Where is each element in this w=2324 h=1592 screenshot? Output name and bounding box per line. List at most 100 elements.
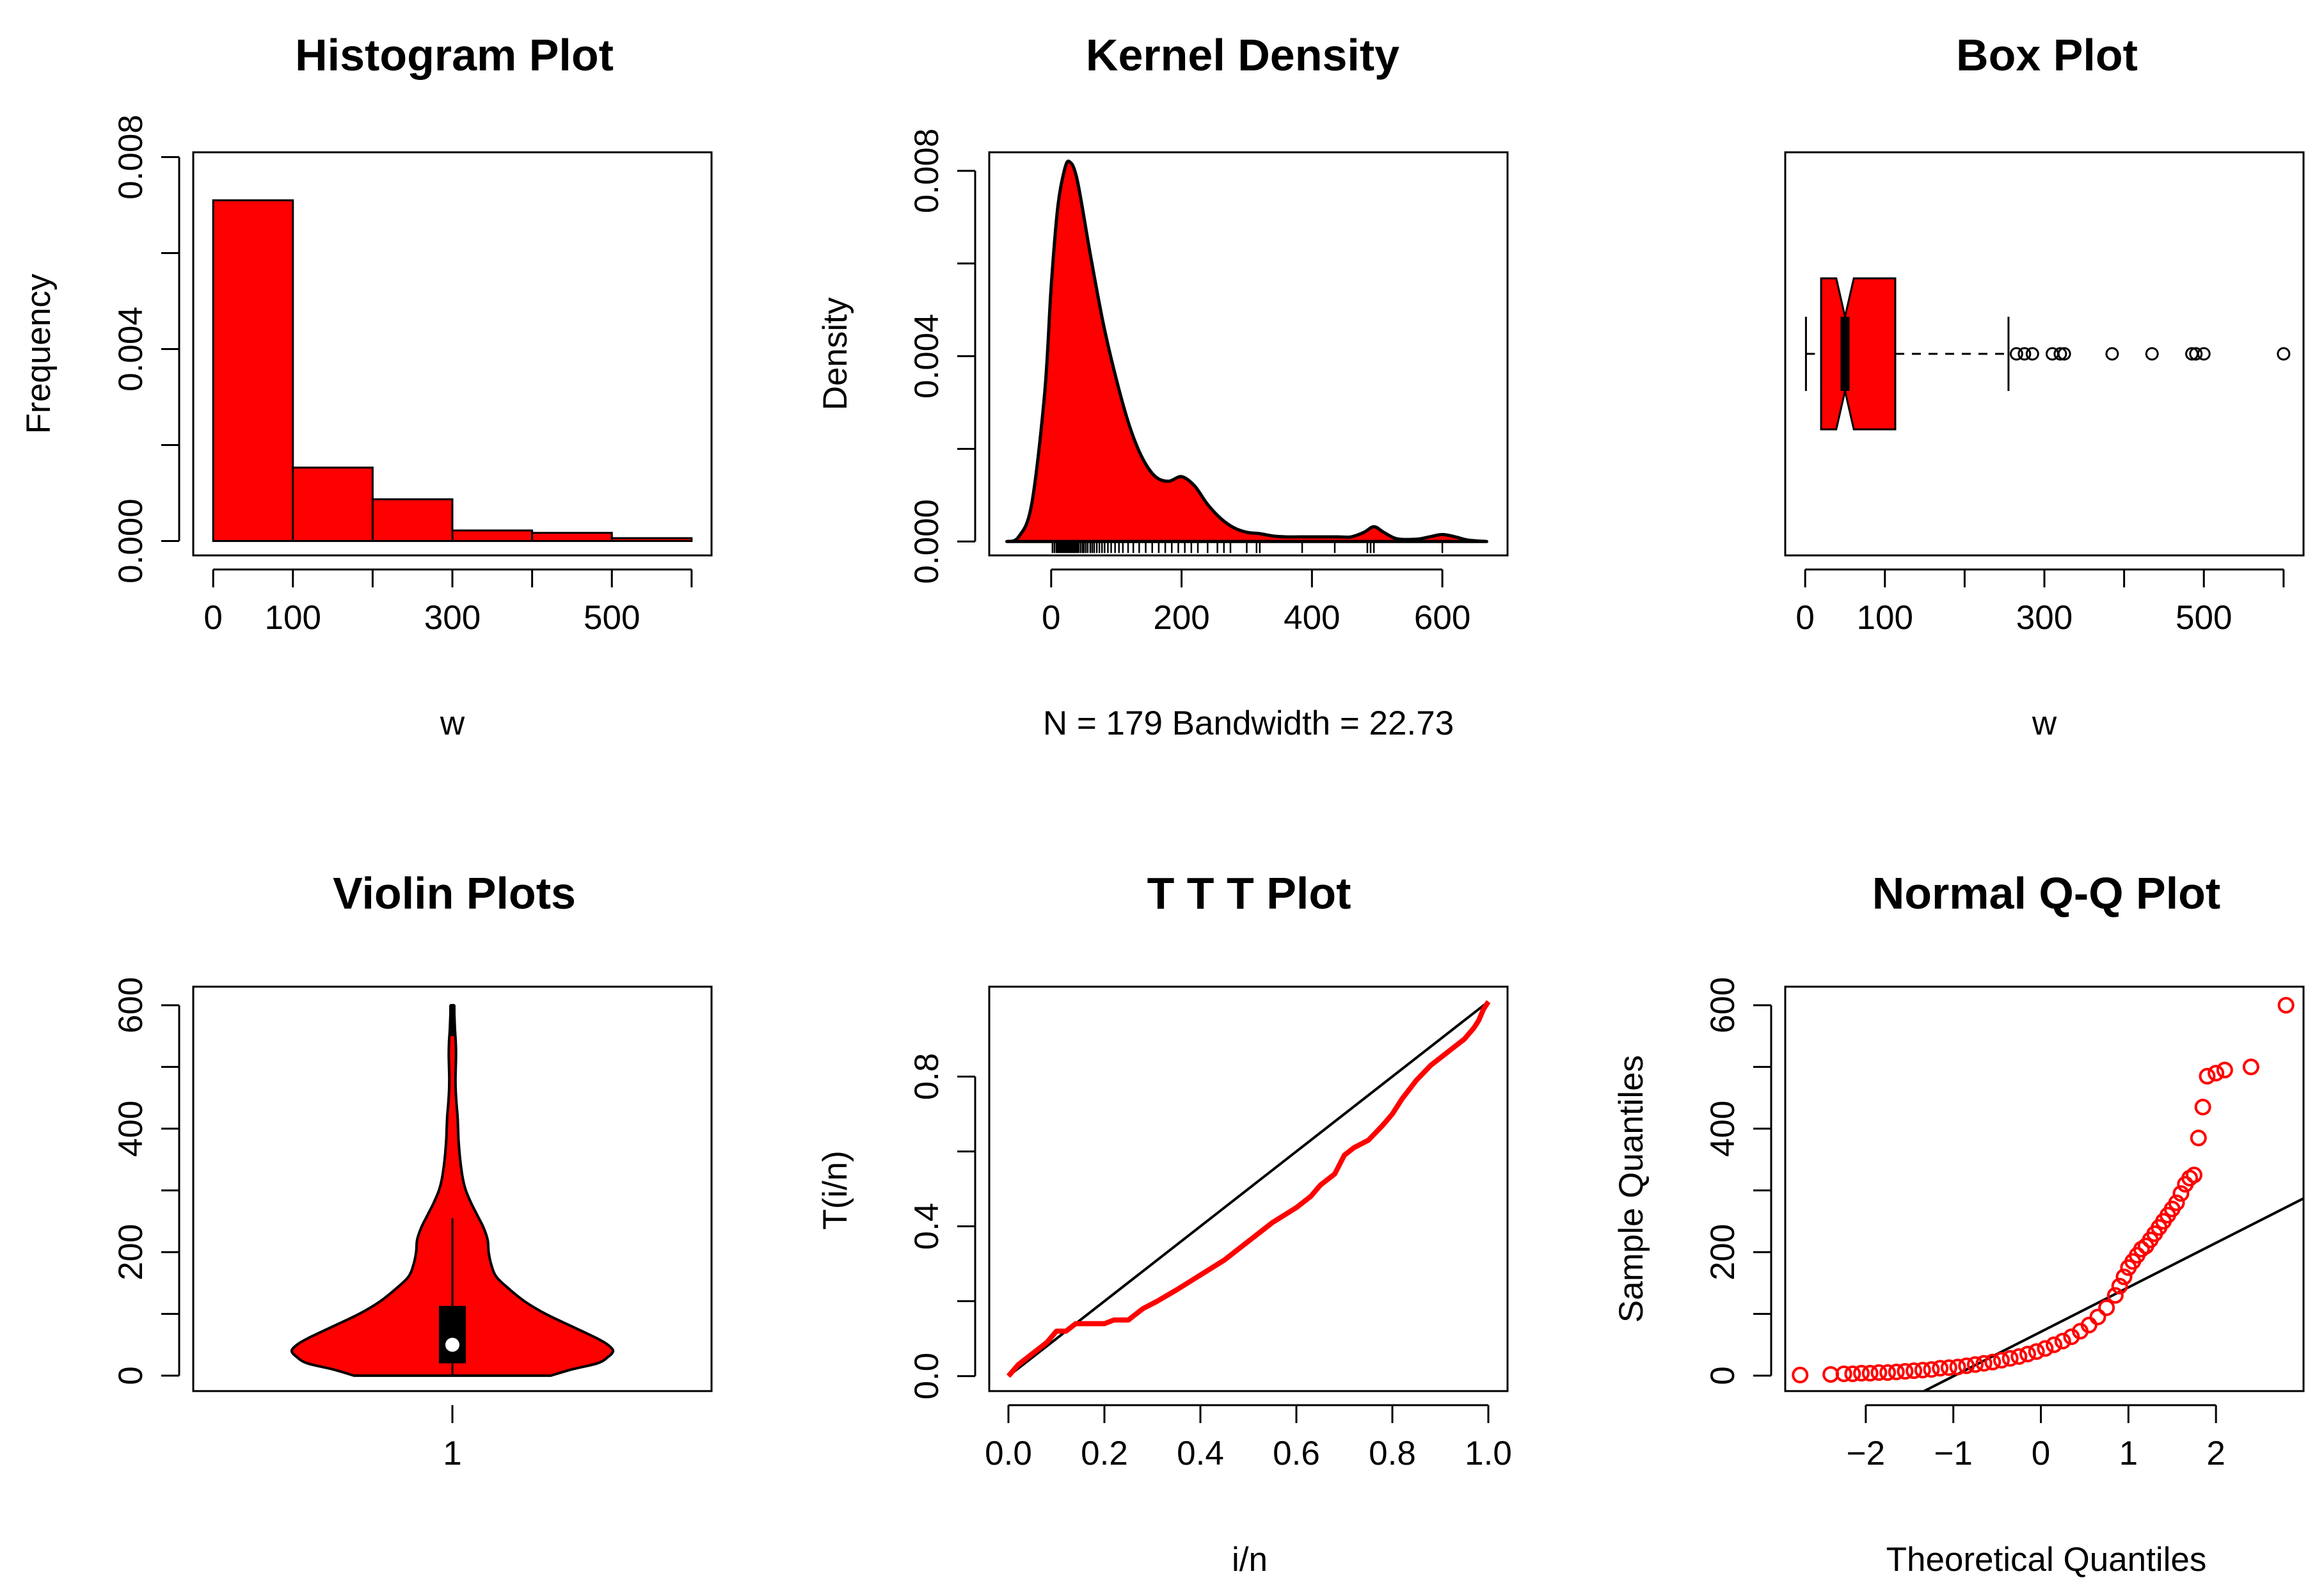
qq-point xyxy=(2037,1340,2054,1357)
qq-point xyxy=(2111,1277,2128,1294)
density-x-axis: 0 200 400 600 xyxy=(1042,568,1470,637)
density-x-tick-label: 400 xyxy=(1284,599,1340,637)
qq-point xyxy=(2185,1166,2202,1184)
histogram-bar xyxy=(610,537,693,542)
ttt-x-label: i/n xyxy=(1232,1541,1268,1579)
histogram-y-tick-label: 0.004 xyxy=(112,306,150,392)
qq-x-tick-label: 2 xyxy=(2206,1435,2225,1472)
violin-marks xyxy=(290,1003,615,1377)
boxplot-x-tick-label: 300 xyxy=(2016,599,2073,637)
qq-point xyxy=(1940,1359,1957,1376)
qq-y-tick-label: 600 xyxy=(1704,977,1742,1033)
qq-x-tick-label: −2 xyxy=(1847,1435,1885,1472)
boxplot-title: Box Plot xyxy=(1956,30,2138,80)
ttt-x-tick-label: 1.0 xyxy=(1465,1435,1512,1472)
boxplot-outlier xyxy=(2053,347,2067,361)
density-x-tick-label: 600 xyxy=(1414,599,1470,637)
qq-point xyxy=(2010,1348,2028,1365)
qq-point xyxy=(1914,1362,1931,1379)
qq-x-axis: −2 −1 0 1 2 xyxy=(1847,1404,2225,1472)
qq-x-tick-label: 0 xyxy=(2032,1435,2050,1472)
histogram-x-label: w xyxy=(440,704,465,742)
boxplot-outlier xyxy=(2105,347,2119,361)
qq-point xyxy=(1993,1351,2010,1369)
histogram-x-tick-label: 300 xyxy=(424,599,481,637)
density-y-axis: 0.000 0.004 0.008 xyxy=(908,129,976,584)
qq-point xyxy=(2194,1099,2211,1116)
histogram-x-axis: 0 100 300 500 xyxy=(203,568,693,637)
density-y-tick-label: 0.000 xyxy=(908,499,946,584)
boxplot-outlier xyxy=(2277,347,2291,361)
boxplot-outlier xyxy=(2025,347,2039,361)
boxplot-outlier xyxy=(2189,347,2203,361)
violin-median xyxy=(445,1337,459,1352)
qq-point xyxy=(2199,1067,2216,1085)
qq-point xyxy=(1966,1356,1984,1373)
qq-point xyxy=(2098,1299,2115,1316)
boxplot-outlier xyxy=(2197,347,2211,361)
ttt-y-tick-label: 0.0 xyxy=(908,1353,946,1400)
boxplot-outlier xyxy=(2057,347,2071,361)
histogram-frame xyxy=(192,151,713,557)
qq-point xyxy=(1932,1360,1949,1377)
density-y-label: Density xyxy=(816,297,854,410)
boxplot-outlier xyxy=(2009,347,2023,361)
qq-y-tick-label: 0 xyxy=(1704,1366,1742,1385)
qq-x-tick-label: −1 xyxy=(1934,1435,1972,1472)
histogram-bar xyxy=(212,199,294,542)
violin-panel: Violin Plots 1 0 200 400 600 xyxy=(112,868,713,1472)
histogram-bars xyxy=(212,199,693,542)
density-curve xyxy=(1005,159,1488,543)
density-x-tick-label: 200 xyxy=(1153,599,1209,637)
qq-point xyxy=(2190,1129,2207,1147)
histogram-bar xyxy=(371,498,454,542)
ttt-title: T T T Plot xyxy=(1147,868,1351,918)
violin-x-axis: 1 xyxy=(443,1405,462,1472)
qq-y-tick-label: 400 xyxy=(1704,1101,1742,1157)
qq-point xyxy=(1984,1353,2002,1371)
qq-point xyxy=(1861,1365,1879,1382)
qq-point xyxy=(1835,1365,1852,1382)
ttt-series-line xyxy=(1006,1000,1491,1378)
qq-point xyxy=(2089,1309,2106,1326)
ttt-x-tick-label: 0.0 xyxy=(985,1435,1032,1472)
qq-point xyxy=(1879,1364,1897,1381)
boxplot-frame xyxy=(1784,151,2305,557)
density-title: Kernel Density xyxy=(1086,30,1399,80)
ttt-reference-line xyxy=(1007,1000,1490,1378)
histogram-title: Histogram Plot xyxy=(295,30,614,80)
violin-y-tick-label: 400 xyxy=(112,1101,150,1157)
density-y-tick-label: 0.008 xyxy=(908,129,946,214)
violin-box xyxy=(439,1305,466,1364)
qq-x-label: Theoretical Quantiles xyxy=(1886,1541,2207,1579)
boxplot-box xyxy=(1820,277,1897,431)
violin-x-tick-label: 1 xyxy=(443,1435,461,1472)
qq-point xyxy=(2115,1268,2133,1286)
boxplot-x-tick-label: 500 xyxy=(2176,599,2232,637)
qq-point xyxy=(1975,1355,1993,1372)
qq-point xyxy=(2172,1185,2190,1202)
histogram-x-tick-label: 0 xyxy=(203,599,222,637)
histogram-y-tick-label: 0.000 xyxy=(112,498,150,584)
boxplot-x-axis: 0 100 300 500 xyxy=(1795,568,2285,637)
qq-point xyxy=(2019,1346,2037,1363)
qq-point xyxy=(1897,1363,1914,1380)
density-x-label: N = 179 Bandwidth = 22.73 xyxy=(1043,704,1454,742)
density-rug xyxy=(1051,541,1444,553)
histogram-bar xyxy=(292,466,374,542)
boxplot-marks xyxy=(1804,277,2291,431)
ttt-frame xyxy=(988,985,1509,1392)
qq-frame xyxy=(1784,985,2305,1392)
ttt-y-tick-label: 0.4 xyxy=(908,1203,946,1250)
qq-point xyxy=(1949,1358,1966,1376)
histogram-x-tick-label: 500 xyxy=(584,599,640,637)
qq-y-axis: 0 200 400 600 xyxy=(1704,977,1772,1385)
histogram-bar xyxy=(451,529,534,542)
ttt-y-tick-label: 0.8 xyxy=(908,1053,946,1101)
ttt-x-tick-label: 0.6 xyxy=(1273,1435,1320,1472)
histogram-y-label: Frequency xyxy=(20,273,58,434)
ttt-x-axis: 0.0 0.2 0.4 0.6 0.8 1.0 xyxy=(985,1404,1512,1472)
violin-y-tick-label: 600 xyxy=(112,977,150,1033)
violin-y-axis: 0 200 400 600 xyxy=(112,977,180,1385)
